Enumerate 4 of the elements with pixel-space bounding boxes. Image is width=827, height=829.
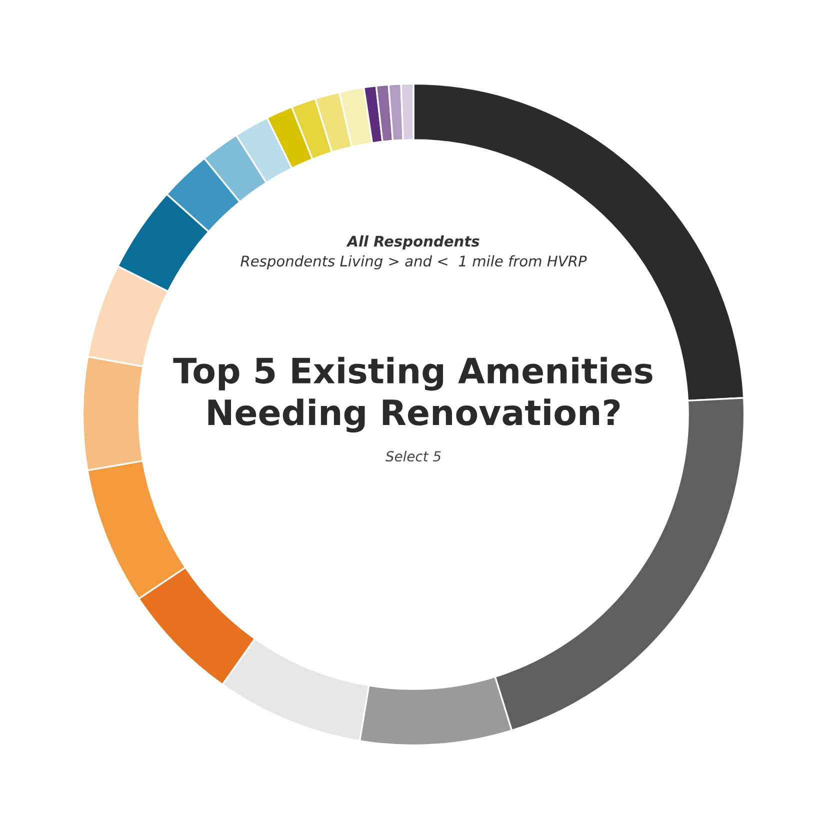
text: Respondents Living > and < 1 mile from HVRP (240, 255, 587, 270)
text: All Respondents (346, 235, 480, 250)
text: Top 5 Existing Amenities Needing Renovation? (173, 356, 652, 432)
text: Select 5 (386, 450, 441, 462)
